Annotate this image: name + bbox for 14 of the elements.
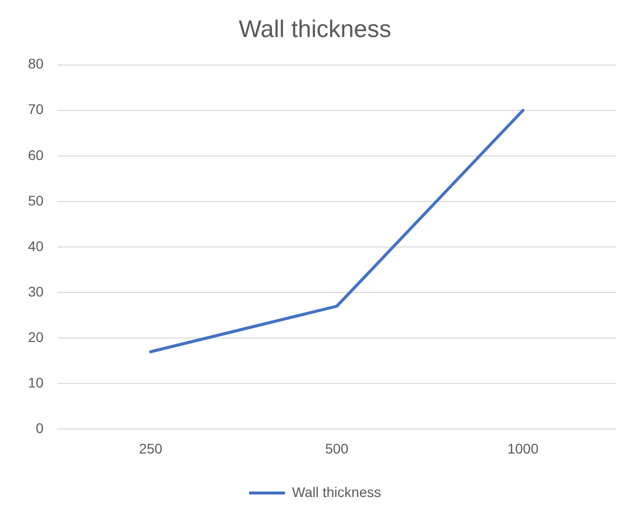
- y-tick-label: 10: [28, 374, 44, 391]
- x-tick-label: 250: [138, 440, 163, 456]
- y-tick-label: 70: [28, 101, 44, 118]
- x-tick-label: 1000: [507, 440, 539, 456]
- y-tick-label: 60: [28, 146, 44, 163]
- y-tick-label: 40: [28, 238, 44, 254]
- legend-label: Wall thickness: [292, 484, 381, 500]
- y-tick-label: 80: [28, 56, 44, 72]
- y-tick-label: 30: [28, 283, 44, 300]
- y-tick-label: 50: [28, 192, 44, 208]
- y-tick-label: 20: [28, 328, 44, 345]
- y-tick-label: 0: [36, 420, 44, 436]
- x-tick-label: 500: [325, 440, 349, 456]
- chart-title: Wall thickness: [238, 16, 392, 44]
